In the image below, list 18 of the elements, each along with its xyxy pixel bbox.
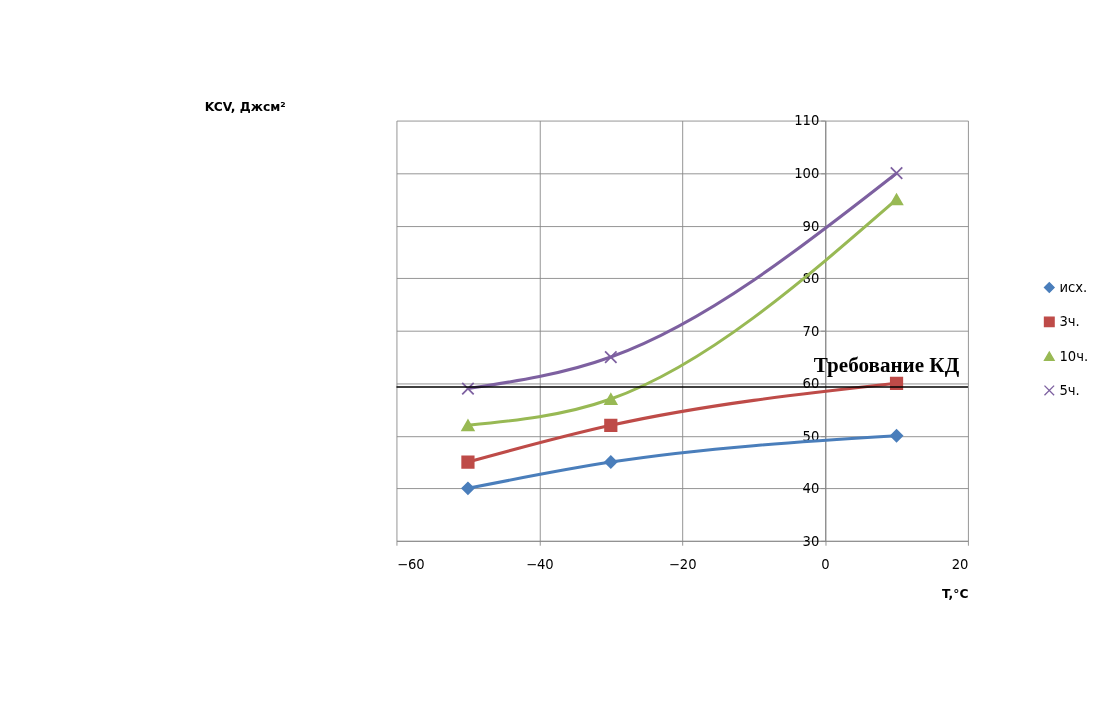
x-tick-label: −60: [396, 556, 425, 572]
legend-label: исх.: [1059, 279, 1088, 295]
y-tick-label: 40: [802, 481, 820, 497]
text: KCV, Джсм²: [204, 99, 286, 114]
ref-line-label: Требование КД: [813, 353, 960, 378]
y-tick-label: 100: [794, 166, 820, 181]
x-tick-label: 0: [821, 556, 830, 572]
legend-label: 5ч.: [1059, 382, 1080, 398]
x-axis-title: T,°C: [941, 587, 969, 602]
x-tick-label: −20: [668, 556, 697, 572]
x-tick-label: −40: [525, 556, 554, 572]
y-tick-label: 90: [802, 218, 820, 234]
legend-label: 10ч.: [1059, 348, 1089, 364]
legend-label: 3ч.: [1059, 314, 1080, 330]
y-tick-label: 30: [802, 533, 820, 549]
x-tick-label: 20: [951, 556, 969, 572]
y-tick-label: 70: [802, 323, 820, 339]
y-tick-label: 110: [794, 113, 820, 129]
